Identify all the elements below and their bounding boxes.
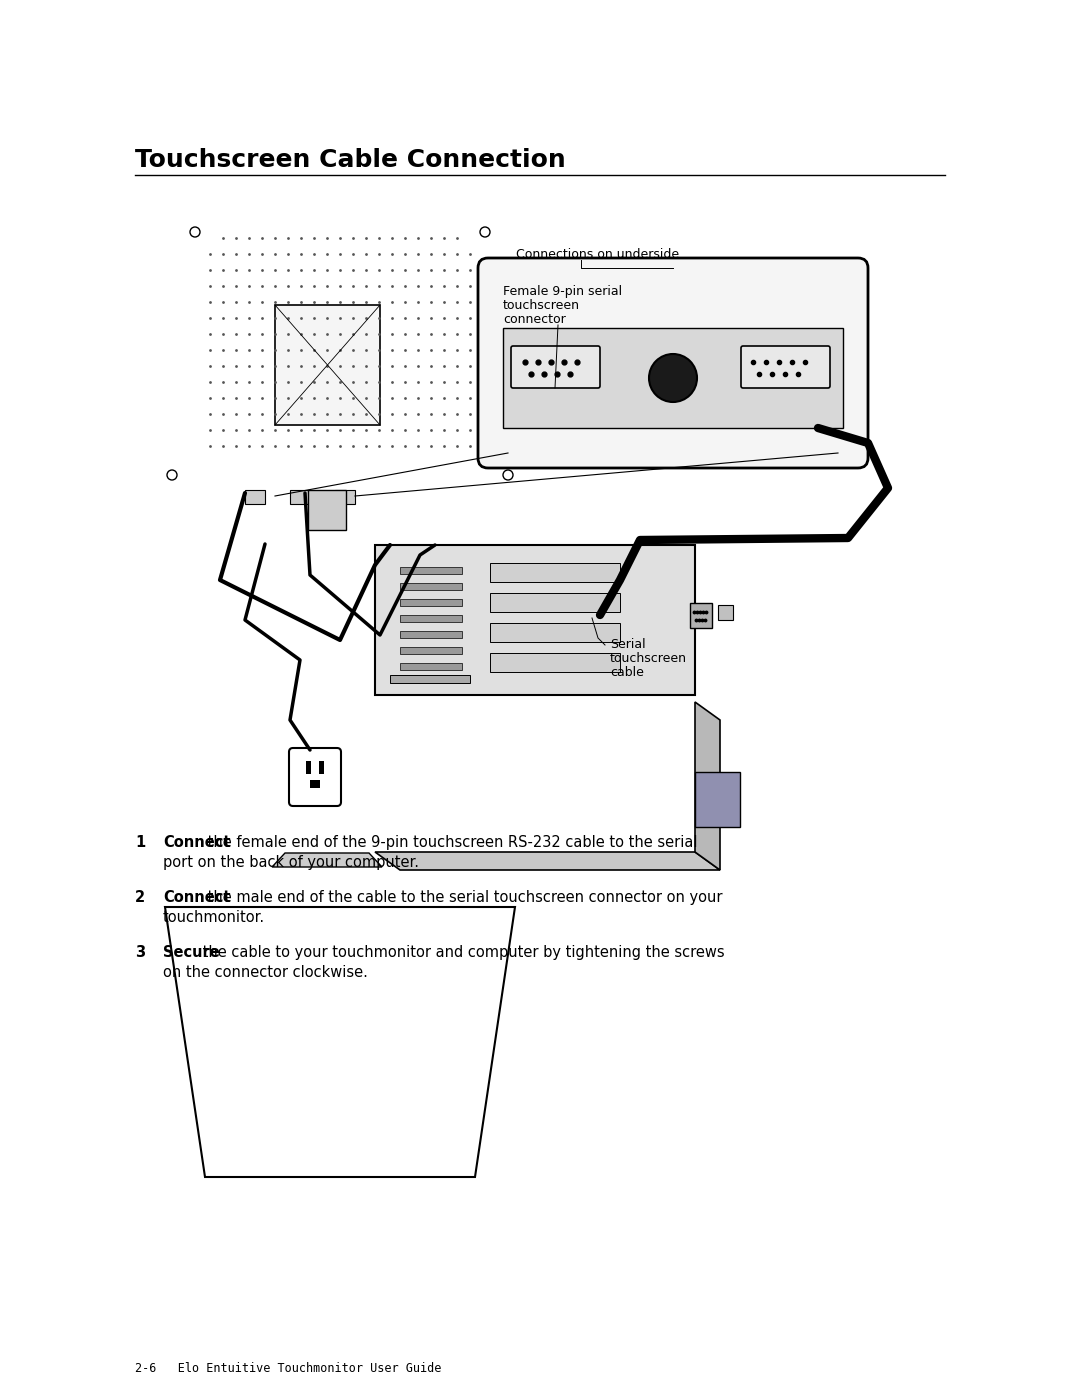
Bar [335,490,355,504]
Bar [490,623,620,643]
Circle shape [503,469,513,481]
FancyBboxPatch shape [511,346,600,388]
Text: 2: 2 [135,890,145,905]
Polygon shape [696,703,720,870]
Text: Touchscreen Cable Connection: Touchscreen Cable Connection [135,148,566,172]
Text: Connections on underside: Connections on underside [516,249,679,261]
Circle shape [480,226,490,237]
Bar [375,545,696,694]
Bar [400,583,462,590]
Bar [291,490,310,504]
Text: Serial: Serial [610,638,646,651]
Polygon shape [375,852,720,870]
Text: 3: 3 [135,944,145,960]
FancyBboxPatch shape [741,346,831,388]
Bar [490,563,620,583]
Bar [400,647,462,654]
Bar [308,490,346,529]
Text: connector: connector [503,313,566,326]
Bar [400,664,462,671]
Bar [306,761,311,774]
Text: Connect: Connect [163,890,230,905]
Text: port on the back of your computer.: port on the back of your computer. [163,855,419,870]
Text: 1: 1 [135,835,145,849]
Text: touchscreen: touchscreen [503,299,580,312]
Bar [275,305,380,425]
Bar [490,592,620,612]
Bar [310,780,320,788]
Bar [490,652,620,672]
Text: touchscreen: touchscreen [610,652,687,665]
FancyBboxPatch shape [289,747,341,806]
Bar [400,567,462,574]
Polygon shape [165,907,515,1178]
Text: touchmonitor.: touchmonitor. [163,909,265,925]
Bar [400,631,462,638]
Text: Connect: Connect [163,835,230,849]
Bar [245,490,265,504]
Text: cable: cable [610,666,644,679]
Bar [718,605,733,620]
Circle shape [167,469,177,481]
Bar [390,675,470,683]
Bar [503,328,843,427]
Text: the cable to your touchmonitor and computer by tightening the screws: the cable to your touchmonitor and compu… [198,944,725,960]
Text: Female 9-pin serial: Female 9-pin serial [503,285,622,298]
Circle shape [190,226,200,237]
Text: the female end of the 9-pin touchscreen RS-232 cable to the serial: the female end of the 9-pin touchscreen … [203,835,698,849]
Polygon shape [272,854,382,868]
Bar [400,615,462,622]
Text: the male end of the cable to the serial touchscreen connector on your: the male end of the cable to the serial … [203,890,723,905]
Polygon shape [696,773,740,827]
Text: on the connector clockwise.: on the connector clockwise. [163,965,368,981]
FancyBboxPatch shape [478,258,868,468]
FancyBboxPatch shape [690,604,712,629]
Circle shape [649,353,697,402]
Text: 2-6   Elo Entuitive Touchmonitor User Guide: 2-6 Elo Entuitive Touchmonitor User Guid… [135,1362,442,1375]
Bar [319,761,324,774]
Bar [400,599,462,606]
Text: Secure: Secure [163,944,219,960]
